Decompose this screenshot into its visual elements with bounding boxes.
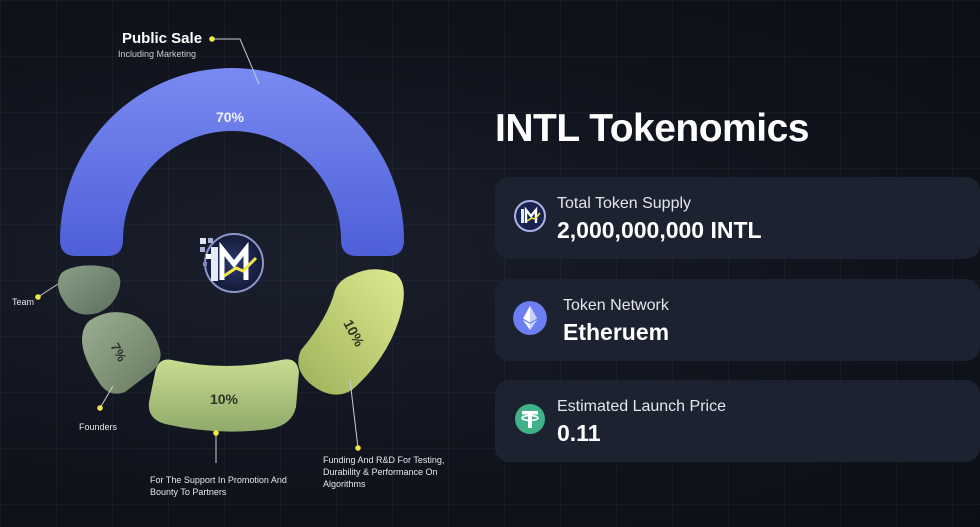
label-funding: Funding And R&D For Testing, Durability … bbox=[323, 455, 445, 489]
card-label: Total Token Supply bbox=[557, 195, 692, 212]
label-founders: Founders bbox=[79, 422, 118, 432]
value-label-public-sale: 70% bbox=[216, 109, 245, 125]
card-label: Token Network bbox=[563, 297, 669, 314]
card-launch-price: Estimated Launch Price 0.11 bbox=[495, 380, 980, 462]
intl-logo-icon bbox=[200, 233, 264, 293]
segment-founders bbox=[82, 312, 161, 394]
card-value: Etheruem bbox=[563, 319, 670, 345]
card-value: 0.11 bbox=[557, 420, 601, 446]
segment-support bbox=[148, 359, 299, 432]
label-team: Team bbox=[12, 297, 35, 307]
label-public-sale-sub: Including Marketing bbox=[118, 49, 197, 59]
segment-team bbox=[57, 265, 121, 315]
leader-dots bbox=[35, 36, 361, 451]
segment-public-sale bbox=[60, 68, 404, 256]
card-total-supply: Total Token Supply 2,000,000,000 INTL bbox=[495, 177, 980, 259]
value-label-support: 10% bbox=[210, 391, 239, 407]
label-support: For The Support In Promotion And Bounty … bbox=[150, 475, 287, 497]
label-public-sale: Public Sale bbox=[122, 30, 203, 47]
ethereum-icon bbox=[513, 301, 547, 335]
card-value: 2,000,000,000 INTL bbox=[557, 217, 762, 243]
card-token-network: Token Network Etheruem bbox=[495, 279, 980, 361]
leader-lines bbox=[37, 38, 359, 463]
tether-icon bbox=[515, 404, 545, 434]
intl-logo-icon bbox=[514, 200, 546, 232]
page-title: INTL Tokenomics bbox=[495, 107, 809, 150]
card-label: Estimated Launch Price bbox=[557, 398, 726, 415]
segment-funding bbox=[298, 269, 404, 395]
